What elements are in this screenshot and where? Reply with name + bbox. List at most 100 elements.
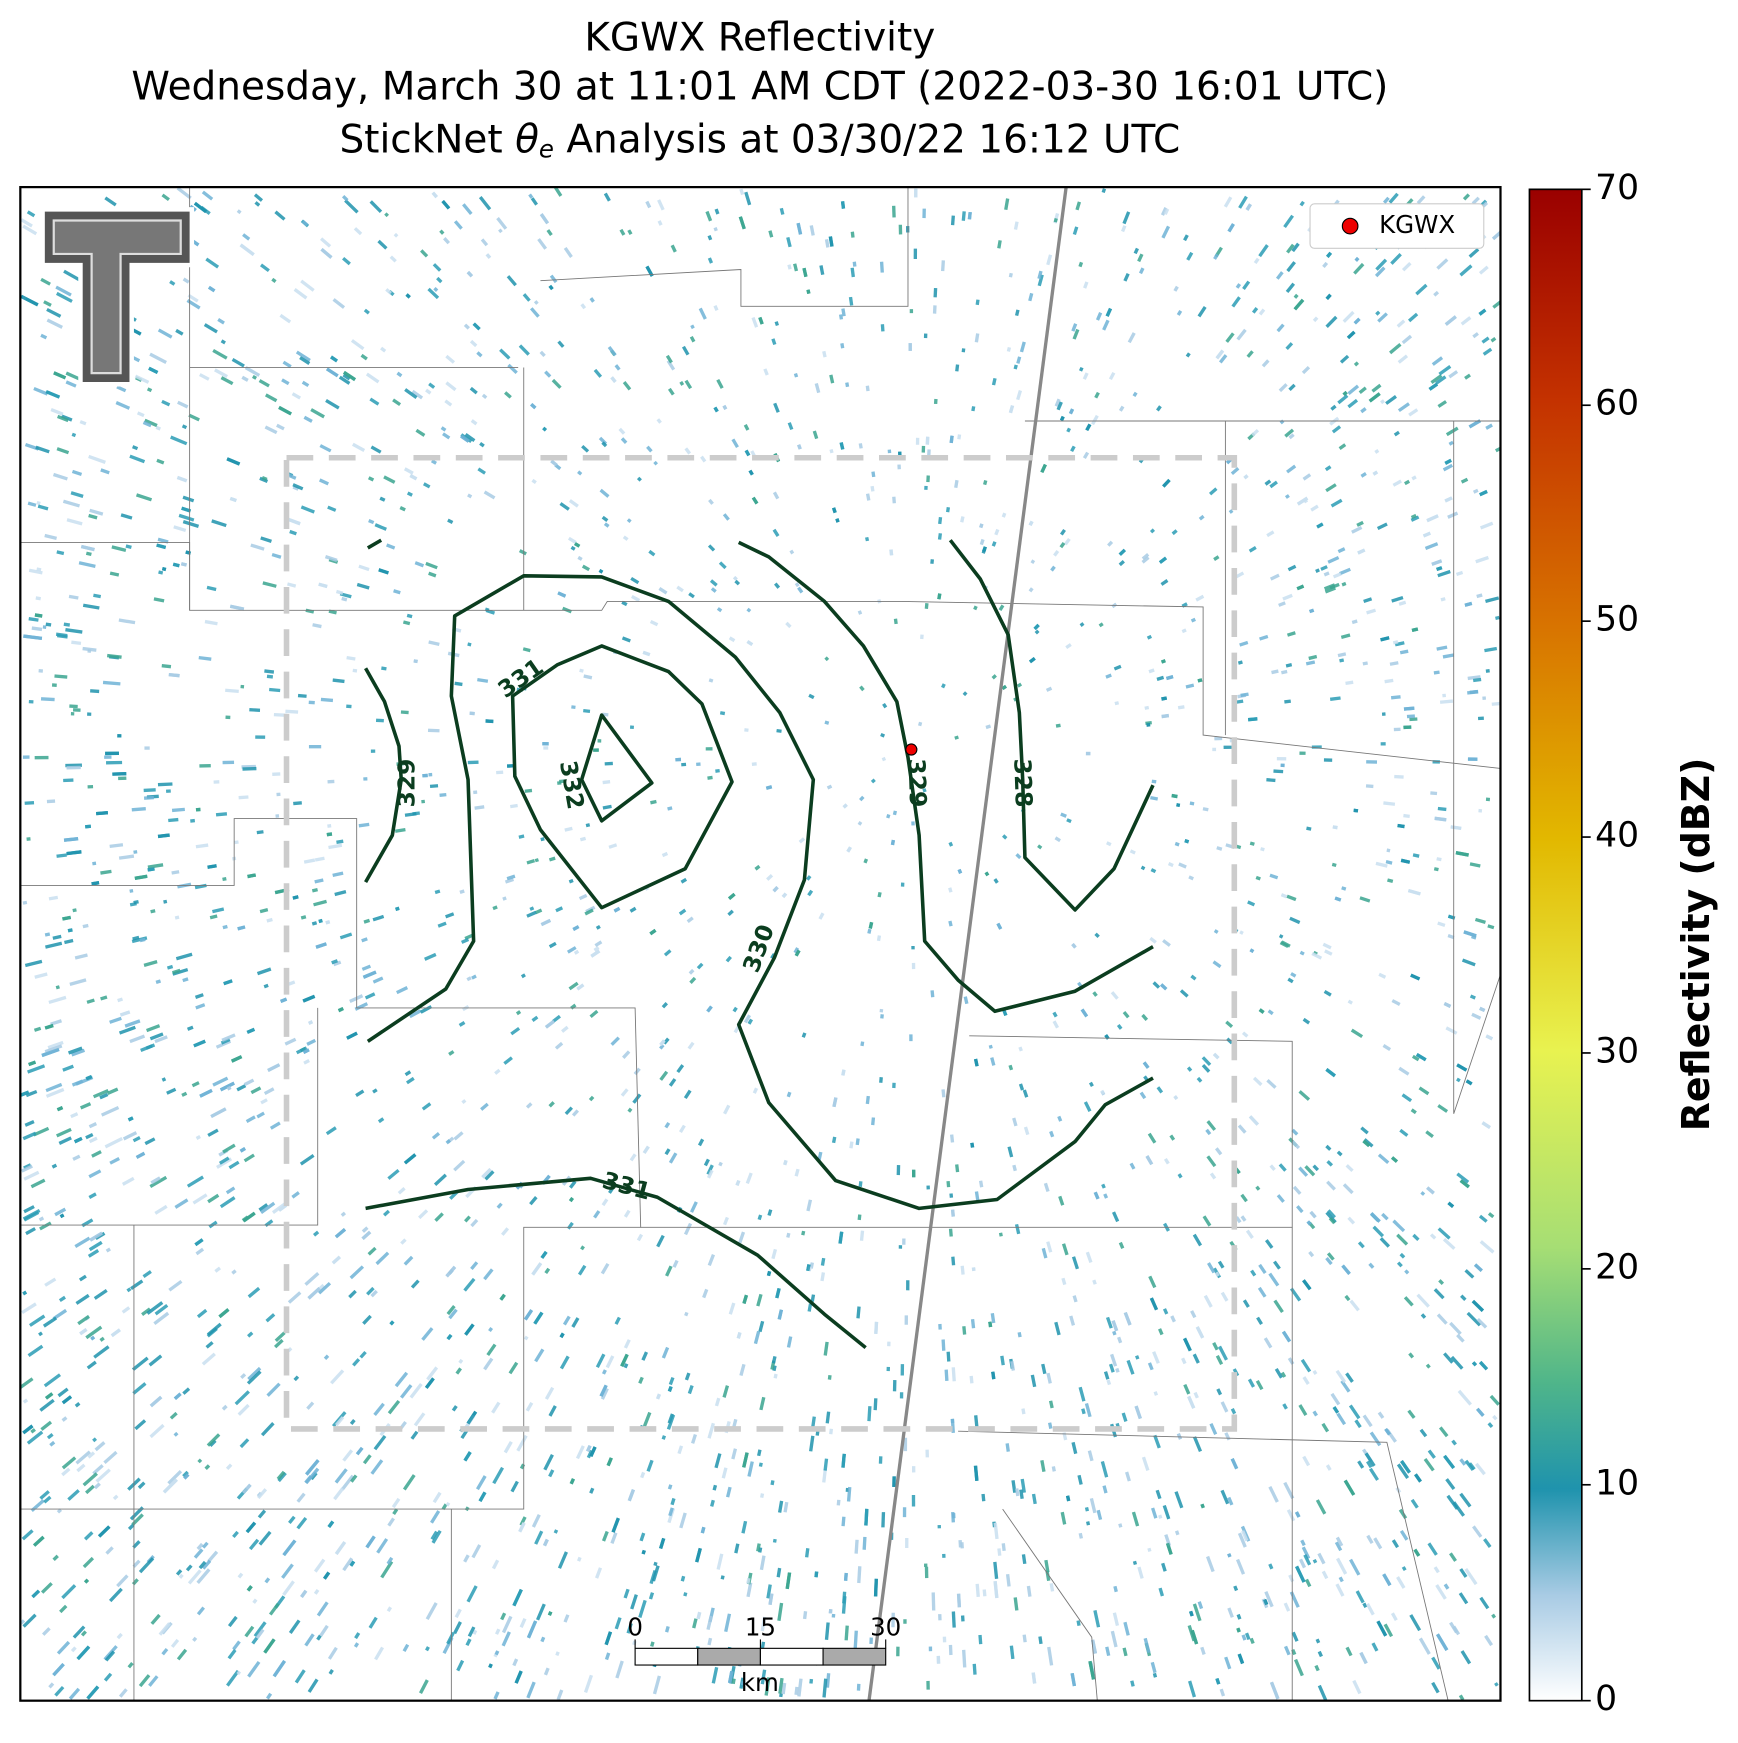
radar-echo — [39, 1221, 52, 1231]
radar-echo — [1371, 383, 1382, 393]
radar-echo — [88, 1169, 102, 1179]
radar-echo — [157, 782, 173, 787]
radar-echo — [61, 1416, 68, 1422]
radar-echo — [28, 617, 39, 622]
radar-echo — [528, 193, 534, 199]
radar-echo — [100, 869, 112, 875]
radar-echo — [1105, 673, 1112, 679]
radar-echo — [393, 589, 401, 595]
radar-echo — [1484, 646, 1498, 653]
radar-echo — [879, 261, 884, 273]
radar-echo — [375, 718, 384, 723]
radar-echo — [1399, 1252, 1406, 1259]
radar-echo — [841, 308, 846, 317]
radar-echo — [181, 424, 188, 430]
radar-echo — [1088, 1660, 1096, 1680]
radar-echo — [257, 1488, 268, 1500]
radar-echo — [427, 728, 440, 733]
radar-echo — [146, 387, 153, 393]
radar-echo — [369, 397, 380, 406]
radar-echo — [1009, 1645, 1015, 1660]
radar-echo — [667, 387, 675, 396]
radar-echo — [157, 328, 173, 339]
radar-echo — [185, 1564, 193, 1572]
radar-echo — [87, 784, 94, 789]
radar-echo — [462, 203, 473, 215]
radar-echo — [808, 693, 815, 700]
radar-echo — [544, 1386, 555, 1400]
radar-echo — [175, 1569, 183, 1576]
radar-echo — [1173, 1095, 1179, 1100]
radar-echo — [75, 1293, 90, 1305]
radar-echo — [296, 1516, 308, 1530]
radar-echo — [1162, 1504, 1171, 1520]
radar-echo — [1386, 848, 1391, 853]
radar-echo — [1195, 1326, 1205, 1339]
radar-echo — [118, 776, 127, 781]
radar-echo — [772, 528, 780, 537]
radar-echo — [295, 350, 311, 362]
radar-echo — [46, 1433, 54, 1440]
radar-echo — [318, 478, 329, 486]
radar-echo — [324, 555, 338, 562]
radar-echo — [703, 1158, 710, 1167]
radar-echo — [204, 1464, 211, 1471]
radar-echo — [867, 928, 872, 934]
radar-echo — [571, 1109, 579, 1117]
radar-echo — [1494, 1682, 1499, 1687]
radar-echo — [341, 596, 348, 602]
radar-echo — [743, 424, 750, 431]
radar-echo — [1280, 763, 1285, 768]
radar-echo — [434, 1212, 444, 1222]
radar-echo — [869, 1637, 873, 1644]
radar-echo — [338, 375, 351, 385]
radar-echo — [242, 233, 251, 241]
radar-echo — [1416, 195, 1426, 205]
radar-echo — [1056, 401, 1063, 411]
radar-echo — [88, 1122, 98, 1129]
radar-echo — [433, 1173, 447, 1186]
radar-echo — [942, 1636, 947, 1643]
radar-echo — [515, 1010, 522, 1016]
radar-echo — [446, 1631, 455, 1645]
radar-echo — [284, 1037, 297, 1046]
radar-echo — [757, 1449, 762, 1457]
radar-echo — [1190, 617, 1196, 623]
radar-echo — [488, 1327, 494, 1333]
radar-echo — [1416, 1293, 1430, 1308]
radar-echo — [41, 1047, 60, 1058]
radar-echo — [1322, 261, 1329, 269]
radar-echo — [350, 339, 365, 351]
radar-echo — [1288, 383, 1296, 391]
radar-echo — [1122, 211, 1131, 225]
radar-echo — [1376, 522, 1388, 530]
radar-echo — [948, 841, 954, 847]
radar-echo — [1475, 555, 1489, 564]
radar-echo — [325, 1126, 337, 1136]
radar-echo — [1000, 1355, 1005, 1366]
radar-echo — [1007, 1146, 1014, 1158]
radar-echo — [1023, 1126, 1030, 1136]
contour-line — [366, 574, 1154, 1211]
radar-echo — [1329, 696, 1341, 701]
radar-echo — [946, 1351, 951, 1362]
radar-echo — [258, 1530, 272, 1546]
radar-echo — [524, 788, 533, 793]
radar-echo — [659, 1043, 665, 1050]
radar-echo — [765, 785, 773, 790]
radar-echo — [876, 935, 882, 942]
radar-echo — [696, 1611, 702, 1620]
radar-echo — [56, 853, 67, 858]
radar-echo — [1334, 896, 1342, 902]
radar-echo — [172, 562, 180, 568]
radar-echo — [117, 734, 122, 738]
radar-echo — [198, 655, 212, 661]
radar-echo — [131, 936, 148, 944]
radar-echo — [44, 1392, 54, 1400]
radar-echo — [1264, 1591, 1274, 1608]
radar-echo — [232, 1640, 241, 1651]
radar-echo — [1274, 1367, 1283, 1379]
radar-echo — [78, 561, 96, 568]
radar-echo — [25, 1089, 38, 1098]
radar-echo — [256, 967, 272, 976]
